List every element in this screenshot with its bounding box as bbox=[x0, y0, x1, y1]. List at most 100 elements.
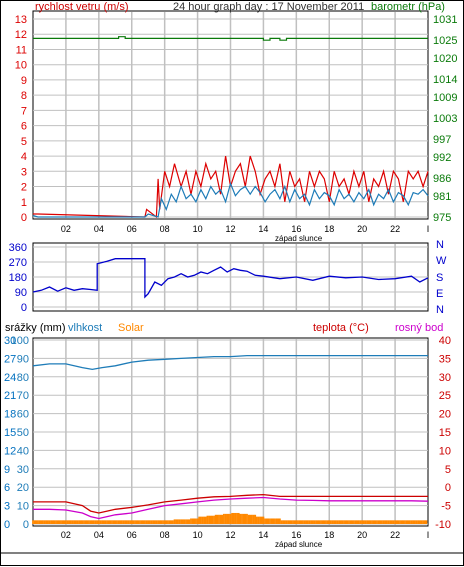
x-tick-label: 18 bbox=[324, 224, 334, 234]
y-tick-label-humidity: 40 bbox=[17, 445, 29, 457]
graph-title: 24 hour graph day : 17 November 2011 bbox=[173, 1, 364, 13]
y-tick-label-wind: 7 bbox=[21, 105, 27, 117]
humidity-axis-label: vlhkost bbox=[68, 322, 102, 334]
y-tick-label-humidity: 10 bbox=[17, 501, 29, 513]
y-tick-label-pressure: 986 bbox=[433, 173, 451, 185]
sunset-label-bottom: západ slunce bbox=[275, 540, 323, 549]
solar-legend-label: Solar bbox=[118, 322, 144, 334]
y-tick-label-rain: 24 bbox=[4, 372, 16, 384]
y-tick-label-pressure: 1020 bbox=[433, 53, 457, 65]
y-tick-label-wind: 2 bbox=[21, 182, 27, 194]
y-tick-label-pressure: 1009 bbox=[433, 92, 457, 104]
y-tick-label-temperature: 15 bbox=[439, 427, 451, 439]
y-tick-label-compass: N bbox=[436, 239, 444, 251]
y-tick-label-temperature: 25 bbox=[439, 390, 451, 402]
x-tick-label: 02 bbox=[61, 530, 71, 540]
x-tick-label: 08 bbox=[160, 530, 170, 540]
y-tick-label-humidity: 80 bbox=[17, 372, 29, 384]
y-tick-label-rain: 6 bbox=[4, 482, 10, 494]
y-tick-label-humidity: 90 bbox=[17, 353, 29, 365]
x-tick-label: 20 bbox=[357, 224, 367, 234]
y-tick-label-wind: 11 bbox=[16, 44, 27, 56]
y-tick-label-humidity: 50 bbox=[17, 427, 29, 439]
y-tick-label-humidity: 100 bbox=[11, 335, 29, 347]
y-tick-label-wind: 4 bbox=[21, 151, 27, 163]
y-tick-label-temperature: 0 bbox=[445, 482, 451, 494]
x-tick-label: 02 bbox=[61, 224, 71, 234]
temperature-axis-label: teplota (°C) bbox=[313, 322, 369, 334]
y-tick-label-humidity: 0 bbox=[23, 519, 29, 531]
y-tick-label-wind: 1 bbox=[21, 197, 27, 209]
temperature-line bbox=[33, 493, 428, 514]
y-tick-label-rain: 0 bbox=[4, 519, 10, 531]
x-tick-label: 04 bbox=[94, 224, 104, 234]
y-tick-label-wind: 6 bbox=[21, 121, 27, 133]
y-tick-label-temperature: -10 bbox=[435, 519, 451, 531]
y-tick-label-compass: N bbox=[436, 304, 444, 316]
wind-speed-axis-label: rychlost vetru (m/s) bbox=[35, 1, 129, 13]
y-tick-label-rain: 21 bbox=[4, 390, 16, 402]
y-tick-label-wind: 8 bbox=[21, 90, 27, 102]
x-tick-label: 12 bbox=[225, 530, 235, 540]
y-tick-label-humidity: 60 bbox=[17, 409, 29, 421]
x-tick-label: 20 bbox=[357, 530, 367, 540]
x-tick-label: 10 bbox=[193, 224, 203, 234]
y-tick-label-pressure: 992 bbox=[433, 152, 451, 164]
y-tick-label-rain: 9 bbox=[4, 464, 10, 476]
pressure-line bbox=[33, 36, 428, 41]
wind-average-line bbox=[32, 181, 429, 218]
y-tick-label-wind: 12 bbox=[15, 29, 27, 41]
x-tick-label: 22 bbox=[390, 530, 400, 540]
y-tick-label-pressure: 981 bbox=[433, 191, 451, 203]
humidity-line bbox=[32, 354, 428, 371]
rain-axis-label: srážky (mm) bbox=[5, 322, 66, 334]
y-tick-label-temperature: 10 bbox=[439, 445, 451, 457]
y-tick-label-wind: 10 bbox=[15, 60, 27, 72]
y-tick-label-pressure: 997 bbox=[433, 134, 451, 146]
sunset-label-top: západ slunce bbox=[275, 234, 323, 243]
y-tick-label-compass: E bbox=[436, 288, 443, 300]
y-tick-label-pressure: 1014 bbox=[433, 74, 457, 86]
y-tick-label-rain: 27 bbox=[4, 353, 16, 365]
y-tick-label-direction: 90 bbox=[15, 287, 27, 299]
y-tick-label-compass: S bbox=[436, 272, 443, 284]
y-tick-label-direction: 0 bbox=[21, 302, 27, 314]
y-tick-label-pressure: 1025 bbox=[433, 35, 457, 47]
y-tick-label-pressure: 975 bbox=[433, 212, 451, 224]
wind-direction-line bbox=[32, 258, 429, 299]
dewpoint-line bbox=[33, 496, 429, 520]
x-tick-label: I bbox=[427, 530, 430, 540]
x-tick-label: I bbox=[427, 224, 430, 234]
y-tick-label-direction: 360 bbox=[9, 242, 27, 254]
y-tick-label-temperature: 30 bbox=[439, 372, 451, 384]
y-tick-label-wind: 5 bbox=[21, 136, 27, 148]
y-tick-label-rain: 18 bbox=[4, 409, 16, 421]
pressure-axis-label: barometr (hPa) bbox=[371, 1, 445, 13]
dewpoint-legend-label: rosný bod bbox=[395, 322, 443, 334]
y-tick-label-temperature: 40 bbox=[439, 335, 451, 347]
y-tick-label-temperature: 5 bbox=[445, 464, 451, 476]
x-tick-label: 14 bbox=[258, 224, 268, 234]
y-tick-label-temperature: -5 bbox=[441, 501, 451, 513]
x-tick-label: 06 bbox=[127, 224, 137, 234]
x-tick-label: 12 bbox=[225, 224, 235, 234]
y-tick-label-wind: 3 bbox=[21, 166, 27, 178]
y-tick-label-direction: 180 bbox=[9, 272, 27, 284]
x-tick-label: 08 bbox=[160, 224, 170, 234]
y-tick-label-wind: 13 bbox=[15, 14, 27, 26]
y-tick-label-rain: 30 bbox=[4, 335, 16, 347]
x-tick-label: 06 bbox=[127, 530, 137, 540]
y-tick-label-wind: 0 bbox=[21, 212, 27, 224]
y-tick-label-temperature: 35 bbox=[439, 353, 451, 365]
y-tick-label-compass: W bbox=[436, 255, 447, 267]
y-tick-label-rain: 3 bbox=[4, 501, 10, 513]
y-tick-label-pressure: 1003 bbox=[433, 113, 457, 125]
x-tick-label: 16 bbox=[291, 224, 301, 234]
x-tick-label: 14 bbox=[258, 530, 268, 540]
x-tick-label: 10 bbox=[193, 530, 203, 540]
y-tick-label-rain: 12 bbox=[4, 445, 16, 457]
x-tick-label: 04 bbox=[94, 530, 104, 540]
y-tick-label-direction: 270 bbox=[9, 257, 27, 269]
